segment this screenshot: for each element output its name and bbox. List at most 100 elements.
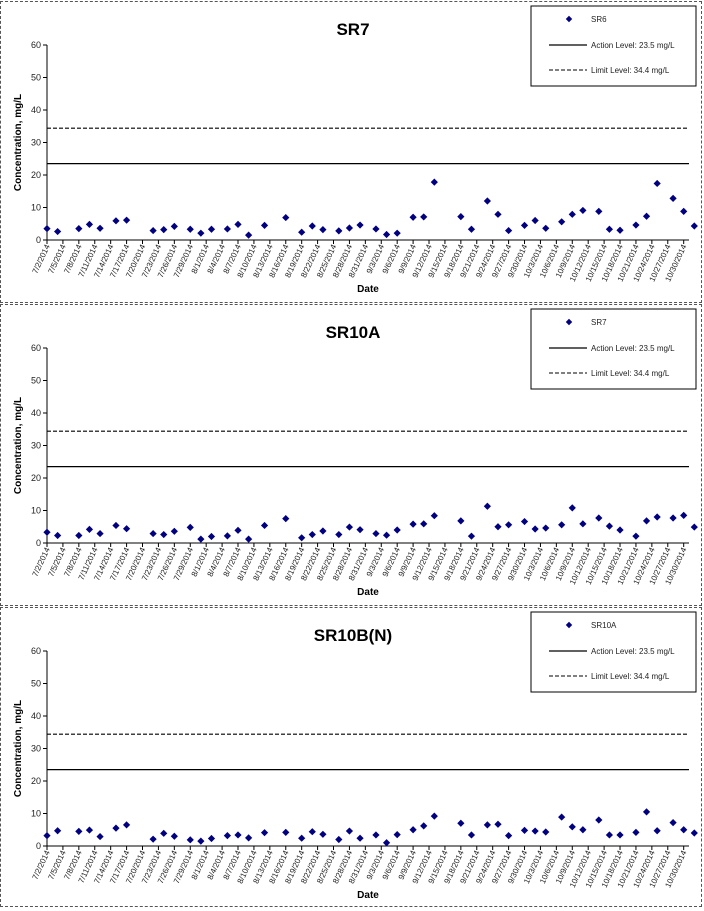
chart-panel-1: SR7 Concentration, mg/L Date 0 10 20 30 40 50 60 7… — [0, 1, 702, 303]
data-point — [345, 224, 354, 232]
y-tick-label: 20 — [31, 473, 41, 483]
y-tick-label: 0 — [36, 538, 41, 548]
data-point — [669, 514, 677, 522]
data-point — [160, 530, 168, 539]
data-point — [467, 225, 476, 233]
data-point — [122, 525, 131, 533]
chart-panel-3: SR10B(N) Concentration, mg/L Date 0 10 20 30 40… — [0, 607, 702, 907]
y-tick-label: 50 — [31, 376, 41, 386]
data-point — [616, 831, 624, 839]
data-point — [505, 521, 513, 529]
data-point — [467, 532, 476, 540]
data-point — [186, 523, 194, 531]
data-point — [616, 526, 624, 534]
data-point — [356, 834, 364, 842]
data-point — [690, 829, 698, 837]
data-point — [372, 529, 380, 538]
data-point — [632, 532, 640, 540]
data-point — [653, 827, 661, 835]
y-axis-label: Concentration, mg/L — [13, 94, 24, 191]
data-point — [483, 821, 491, 829]
legend: SR10A Action Level: 23.5 mg/L Limit Level:… — [530, 611, 697, 693]
data-point — [223, 832, 231, 840]
data-point — [85, 525, 94, 533]
data-point — [558, 521, 566, 529]
data-point — [568, 210, 576, 218]
x-axis-label: Date — [357, 890, 379, 901]
data-point — [345, 827, 354, 835]
data-point — [558, 813, 566, 821]
y-tick-label: 60 — [31, 40, 41, 50]
data-point — [245, 535, 253, 543]
y-tick-label: 30 — [31, 441, 41, 451]
data-point — [43, 832, 51, 840]
data-point — [430, 178, 438, 186]
data-point — [505, 226, 513, 235]
data-point — [170, 527, 178, 535]
data-point — [393, 526, 401, 534]
data-point — [520, 517, 529, 526]
data-point — [207, 834, 216, 843]
data-point — [372, 225, 380, 233]
data-point — [579, 826, 587, 834]
legend-limit-label: Limit Level: 34.4 mg/L — [591, 672, 670, 681]
data-point — [409, 520, 417, 528]
chart-title: SR10A — [326, 323, 381, 342]
data-point — [282, 213, 290, 222]
data-point — [483, 197, 491, 205]
data-point — [420, 822, 428, 830]
y-tick-label: 20 — [31, 776, 41, 786]
data-point — [345, 523, 354, 531]
data-point — [122, 216, 131, 224]
data-point — [579, 206, 587, 215]
data-point — [430, 812, 438, 820]
data-point — [457, 213, 465, 221]
legend-action-label: Action Level: 23.5 mg/L — [591, 41, 675, 50]
chart-svg-2: SR10A Concentration, mg/L Date 0 10 20 30 40 50 6… — [13, 308, 698, 598]
data-point — [642, 517, 651, 525]
data-point — [43, 225, 51, 233]
data-point — [112, 217, 120, 225]
data-point — [335, 530, 343, 539]
data-point — [234, 831, 242, 839]
data-point — [467, 831, 476, 839]
legend: SR7 Action Level: 23.5 mg/L Limit Level: 3… — [530, 308, 697, 390]
y-tick-label: 60 — [31, 343, 41, 353]
data-point — [382, 230, 391, 239]
legend-series-label: SR6 — [591, 15, 607, 24]
data-point — [605, 522, 614, 530]
data-point — [282, 515, 290, 523]
data-point — [690, 222, 698, 230]
data-point — [54, 827, 62, 835]
data-point — [382, 531, 391, 539]
data-point — [409, 826, 417, 834]
data-point — [319, 226, 327, 234]
data-point — [223, 225, 231, 233]
data-point — [568, 823, 576, 831]
legend-marker — [565, 621, 573, 629]
y-tick-label: 20 — [31, 170, 41, 180]
data-point — [149, 529, 157, 538]
data-point — [319, 830, 327, 838]
data-point — [669, 194, 677, 202]
y-tick-label: 40 — [31, 408, 41, 418]
y-tick-label: 10 — [31, 203, 41, 213]
y-axis-label: Concentration, mg/L — [13, 397, 24, 494]
data-point — [260, 221, 269, 229]
data-point — [282, 828, 290, 836]
legend-action-label: Action Level: 23.5 mg/L — [591, 647, 675, 656]
chart-panel-2: SR10A Concentration, mg/L Date 0 10 20 30 40 50 6… — [0, 304, 702, 606]
data-point — [223, 532, 231, 540]
data-point — [595, 816, 603, 824]
data-point — [409, 213, 417, 221]
data-point — [245, 231, 253, 239]
chart-title: SR7 — [336, 20, 369, 39]
data-point — [75, 531, 83, 540]
data-point — [54, 227, 62, 236]
data-point — [96, 529, 104, 538]
data-point — [393, 229, 401, 237]
legend-series-label: SR7 — [591, 318, 607, 327]
data-point — [149, 226, 157, 235]
data-point — [260, 829, 269, 837]
